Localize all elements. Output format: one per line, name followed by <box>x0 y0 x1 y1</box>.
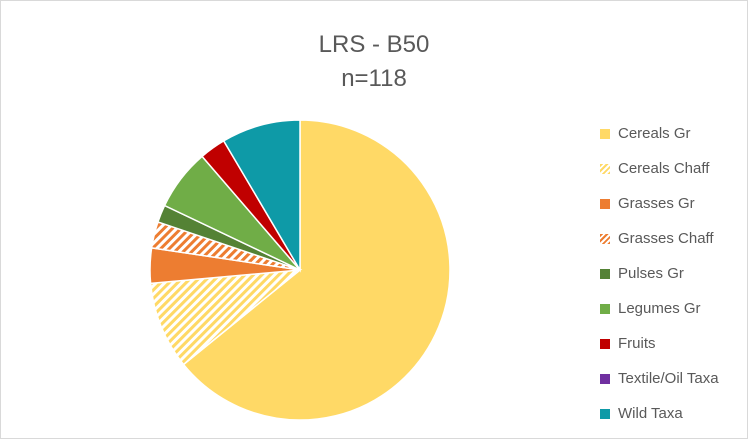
legend-item-pulses-gr: Pulses Gr <box>600 256 746 291</box>
legend-label: Legumes Gr <box>618 300 701 317</box>
legend-item-grasses-gr: Grasses Gr <box>600 186 746 221</box>
legend-swatch <box>600 268 610 279</box>
pie-slice-cereals-gr <box>182 119 451 421</box>
legend-item-grasses-chaff: Grasses Chaff <box>600 221 746 256</box>
legend-label: Fruits <box>618 335 656 352</box>
legend-label: Pulses Gr <box>618 265 684 282</box>
legend-swatch <box>600 163 610 174</box>
pie-slice-wild-taxa <box>222 119 301 273</box>
legend-swatch <box>600 198 610 209</box>
legend-label: Textile/Oil Taxa <box>618 370 719 387</box>
legend-label: Grasses Chaff <box>618 230 714 247</box>
legend-item-fruits: Fruits <box>600 326 746 361</box>
legend-swatch <box>600 408 610 419</box>
legend-item-cereals-gr: Cereals Gr <box>600 116 746 151</box>
legend-label: Grasses Gr <box>618 195 695 212</box>
legend-item-textile-oil-taxa: Textile/Oil Taxa <box>600 361 746 396</box>
legend-label: Cereals Gr <box>618 125 691 142</box>
chart-title: LRS - B50 <box>318 31 430 58</box>
pie-slice-cereals-chaff <box>149 269 303 366</box>
legend-label: Cereals Chaff <box>618 160 710 177</box>
legend-swatch <box>600 233 610 244</box>
legend-swatch <box>600 373 610 384</box>
legend-item-legumes-gr: Legumes Gr <box>600 291 746 326</box>
legend-swatch <box>600 338 610 349</box>
legend-item-cereals-chaff: Cereals Chaff <box>600 151 746 186</box>
legend-swatch <box>600 303 610 314</box>
legend-item-wild-taxa: Wild Taxa <box>600 396 746 431</box>
legend-label: Wild Taxa <box>618 405 683 422</box>
chart-subtitle: n=118 <box>341 65 407 92</box>
legend-swatch <box>600 128 610 139</box>
legend: Cereals Gr Cereals Chaff Grasses Gr Grasses… <box>600 116 746 431</box>
